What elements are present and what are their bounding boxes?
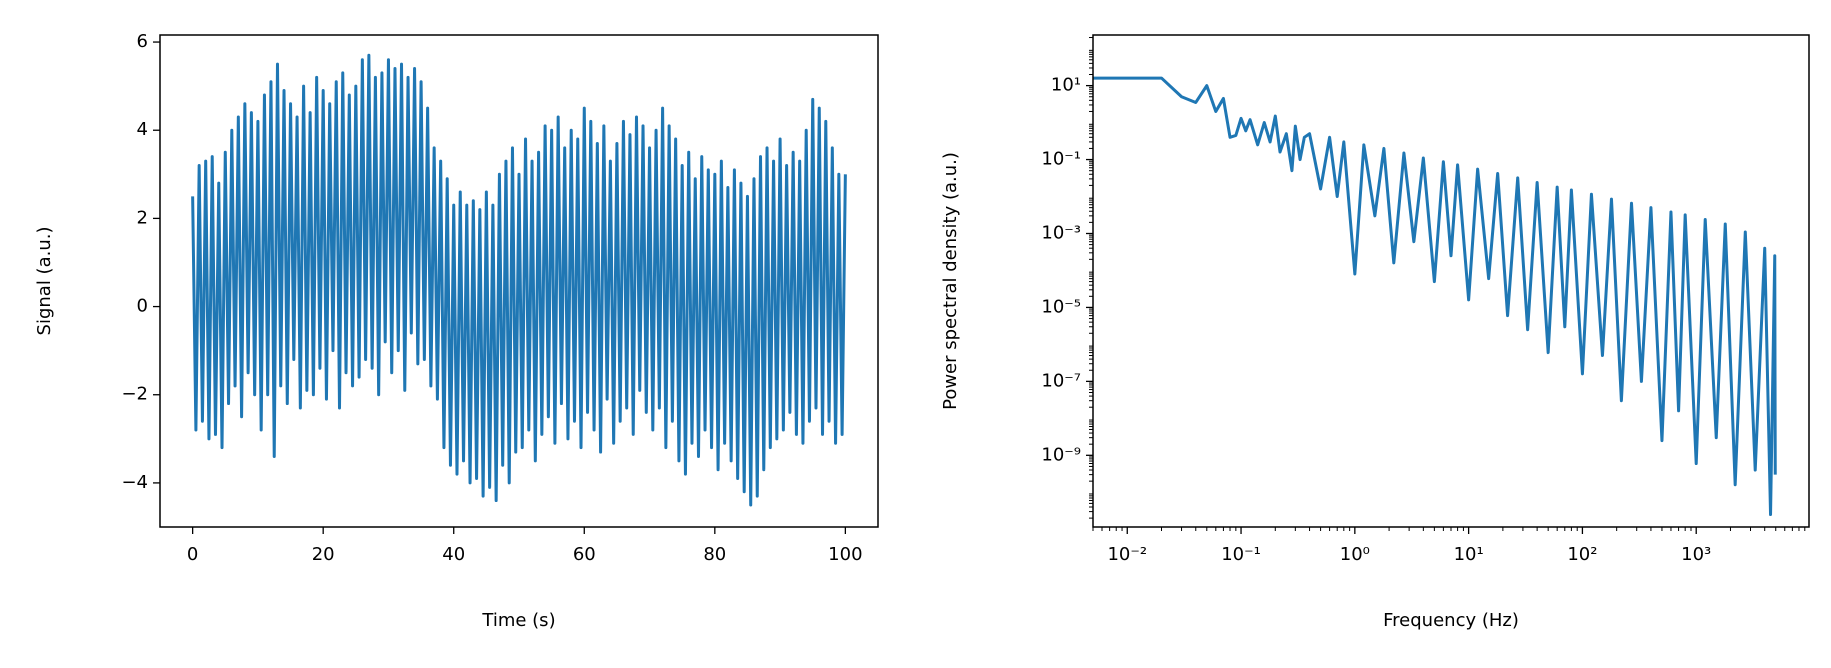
x-tick-label: 10⁻² [1107, 544, 1147, 565]
x-tick-label: 20 [312, 544, 335, 565]
y-tick-label: 10⁻⁵ [1041, 296, 1081, 317]
data-line [1093, 76, 1777, 517]
x-tick-label: 100 [828, 544, 862, 565]
y-tick-label: 6 [137, 31, 148, 52]
x-tick-label: 0 [187, 544, 198, 565]
y-tick-label: 0 [137, 296, 148, 317]
y-tick-label: 4 [137, 119, 148, 140]
x-tick-label: 10¹ [1454, 544, 1484, 565]
x-tick-label: 10³ [1681, 544, 1711, 565]
y-tick-label: −4 [121, 472, 148, 493]
x-axis-label: Time (s) [481, 610, 555, 631]
x-tick-label: 80 [703, 544, 726, 565]
y-axis-label: Signal (a.u.) [34, 227, 55, 336]
data-line [191, 53, 847, 507]
x-axis-label: Frequency (Hz) [1383, 610, 1519, 631]
y-axis-label: Power spectral density (a.u.) [940, 152, 961, 410]
x-tick-label: 10⁰ [1340, 544, 1370, 565]
y-tick-label: 10⁻¹ [1041, 149, 1081, 170]
y-tick-label: 10⁻³ [1041, 222, 1081, 243]
y-tick-label: 2 [137, 207, 148, 228]
y-tick-label: −2 [121, 384, 148, 405]
x-tick-label: 40 [442, 544, 465, 565]
x-tick-label: 10² [1567, 544, 1597, 565]
axes-frame [159, 34, 879, 528]
y-tick-label: 10⁻⁹ [1041, 444, 1081, 465]
y-tick-label: 10¹ [1051, 75, 1081, 96]
x-tick-label: 10⁻¹ [1221, 544, 1261, 565]
y-tick-label: 10⁻⁷ [1041, 370, 1081, 391]
x-tick-label: 60 [573, 544, 596, 565]
